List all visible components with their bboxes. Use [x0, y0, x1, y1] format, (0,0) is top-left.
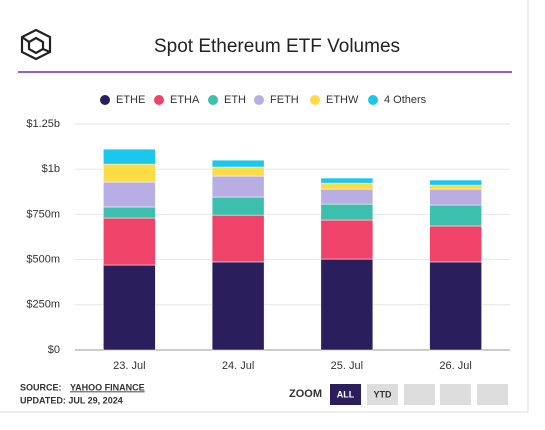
legend-label[interactable]: 4 Others	[384, 94, 427, 106]
legend-marker	[310, 95, 320, 105]
bar-segment[interactable]	[320, 219, 374, 260]
zoom-option[interactable]: YTD	[374, 389, 393, 399]
bar-segment[interactable]	[103, 264, 156, 351]
zoom-button[interactable]	[440, 384, 471, 405]
bar-segment[interactable]	[320, 182, 374, 190]
logo	[20, 28, 52, 61]
bar-segment[interactable]	[320, 188, 374, 205]
bar-segment[interactable]	[211, 159, 265, 168]
legend-label[interactable]: ETHE	[116, 94, 145, 106]
legend-marker	[368, 95, 378, 105]
bar-segment[interactable]	[211, 196, 265, 216]
legend-marker	[254, 95, 264, 105]
bar-segment[interactable]	[429, 261, 482, 351]
chart-title: Spot Ethereum ETF Volumes	[154, 36, 400, 57]
zoom-button[interactable]	[367, 384, 398, 405]
updated: UPDATED: JUL 29, 2024	[20, 395, 123, 405]
bar-segment[interactable]	[211, 214, 265, 263]
y-tick-label: $1.25b	[26, 118, 60, 130]
bar-segment[interactable]	[211, 261, 265, 351]
legend-label[interactable]: FETH	[270, 94, 299, 106]
bar-segment[interactable]	[103, 206, 156, 219]
bar-segment[interactable]	[320, 177, 374, 184]
legend-marker	[154, 95, 164, 105]
bar-segment[interactable]	[103, 163, 156, 183]
legend-label[interactable]: ETHA	[170, 94, 200, 106]
x-tick-label: 26. Jul	[439, 360, 471, 372]
zoom-button[interactable]	[330, 384, 361, 405]
y-tick-label: $500m	[26, 254, 60, 266]
bar-segment[interactable]	[103, 217, 156, 266]
zoom-option[interactable]: ALL	[337, 389, 355, 399]
x-tick-label: 24. Jul	[222, 360, 254, 372]
bar-segment[interactable]	[320, 258, 374, 351]
bar-segment[interactable]	[429, 225, 482, 263]
bar-segment[interactable]	[211, 166, 265, 177]
bar-segment[interactable]	[429, 179, 482, 186]
legend-marker	[208, 95, 218, 105]
y-tick-label: $750m	[26, 208, 60, 220]
bar-segment[interactable]	[211, 175, 265, 198]
bar-segment[interactable]	[320, 203, 374, 221]
bar-segment[interactable]	[103, 181, 156, 208]
legend-label[interactable]: ETHW	[326, 94, 359, 106]
zoom-label: ZOOM	[289, 388, 322, 400]
y-tick-label: $250m	[26, 299, 60, 311]
bar-segment[interactable]	[429, 204, 482, 227]
x-tick-label: 23. Jul	[113, 360, 145, 372]
bar-segment[interactable]	[429, 188, 482, 206]
source[interactable]: YAHOO FINANCE	[70, 382, 145, 392]
source-label: SOURCE:	[20, 382, 62, 392]
zoom-button[interactable]	[477, 384, 508, 405]
y-tick-label: $1b	[42, 163, 60, 175]
zoom-button[interactable]	[404, 384, 435, 405]
x-tick-label: 25. Jul	[331, 360, 363, 372]
y-tick-label: $0	[48, 344, 60, 356]
legend-marker	[100, 95, 110, 105]
legend-label[interactable]: ETH	[224, 94, 246, 106]
bar-segment[interactable]	[429, 184, 482, 190]
bar-segment[interactable]	[103, 148, 156, 165]
